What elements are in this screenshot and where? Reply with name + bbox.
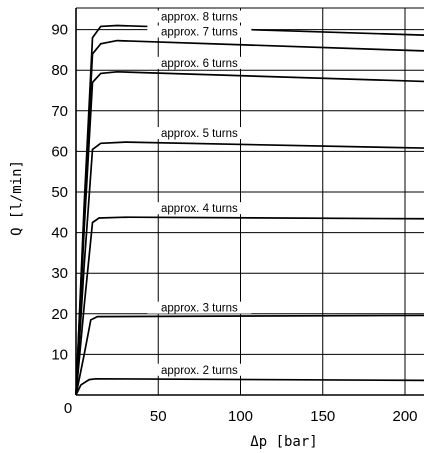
y-tick-label: 80 xyxy=(51,62,68,79)
flow-curve-2-turns xyxy=(75,377,424,396)
curve-label: approx. 3 turns xyxy=(161,303,238,315)
x-tick-label: 0 xyxy=(64,400,72,417)
y-tick-label: 70 xyxy=(51,103,68,120)
flow-curve-3-turns xyxy=(75,314,424,396)
curve-label-bg xyxy=(147,363,252,376)
x-tick-label: 200 xyxy=(392,408,417,425)
y-tick-label: 10 xyxy=(51,346,68,363)
curve-label: approx. 7 turns xyxy=(161,27,238,39)
flow-curve-6-turns xyxy=(75,70,424,396)
curve-label-bg xyxy=(147,25,252,38)
y-axis-label: Q [l/min] xyxy=(9,160,25,236)
y-tick-label: 50 xyxy=(51,184,68,201)
x-axis-label: Δp [bar] xyxy=(250,434,317,450)
curve-label: approx. 6 turns xyxy=(161,58,238,70)
x-tick-label: 150 xyxy=(310,408,335,425)
y-tick-label: 60 xyxy=(51,143,68,160)
x-tick-label: 50 xyxy=(150,408,167,425)
curve-labels: approx. 2 turns approx. 3 turns approx. 4 … xyxy=(147,10,252,377)
curve-label: approx. 2 turns xyxy=(161,365,238,377)
curve-label-bg xyxy=(147,10,252,23)
curve-label: approx. 8 turns xyxy=(161,12,238,24)
flow-curve-4-turns xyxy=(75,216,424,396)
y-tick-label: 90 xyxy=(51,22,68,39)
curve-label: approx. 5 turns xyxy=(161,128,238,140)
curve-label-bg xyxy=(147,127,252,140)
x-tick-label: 100 xyxy=(228,408,253,425)
curve-label-bg xyxy=(147,301,252,314)
curve-label-bg xyxy=(147,202,252,215)
curve-label: approx. 4 turns xyxy=(161,203,238,215)
axes xyxy=(75,8,424,396)
curve-label-bg xyxy=(147,56,252,69)
y-tick-label: 20 xyxy=(51,306,68,323)
y-tick-label: 40 xyxy=(51,225,68,242)
y-tick-label: 30 xyxy=(51,265,68,282)
tick-labels: 10 20 30 40 50 60 70 80 90 0 50 100 150 200 xyxy=(51,22,417,425)
flow-curve-5-turns xyxy=(75,141,424,396)
